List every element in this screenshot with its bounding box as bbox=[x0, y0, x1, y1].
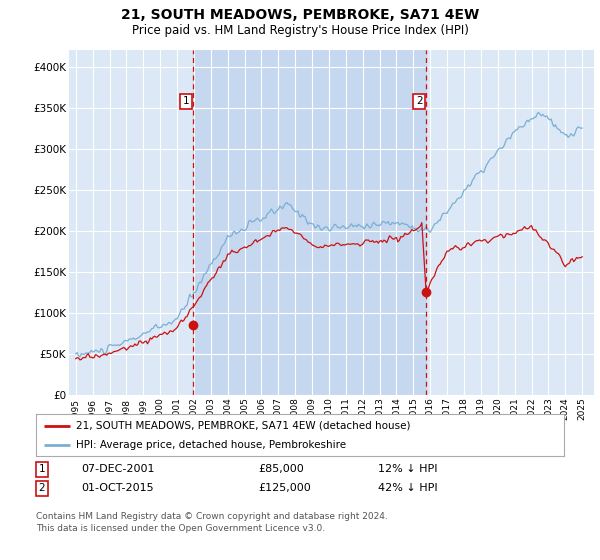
Text: Price paid vs. HM Land Registry's House Price Index (HPI): Price paid vs. HM Land Registry's House … bbox=[131, 24, 469, 36]
Text: Contains HM Land Registry data © Crown copyright and database right 2024.
This d: Contains HM Land Registry data © Crown c… bbox=[36, 512, 388, 533]
Text: 2: 2 bbox=[416, 96, 422, 106]
Text: 2: 2 bbox=[38, 483, 46, 493]
Text: 21, SOUTH MEADOWS, PEMBROKE, SA71 4EW (detached house): 21, SOUTH MEADOWS, PEMBROKE, SA71 4EW (d… bbox=[76, 421, 410, 431]
Text: £85,000: £85,000 bbox=[258, 464, 304, 474]
Text: 42% ↓ HPI: 42% ↓ HPI bbox=[378, 483, 437, 493]
Text: 12% ↓ HPI: 12% ↓ HPI bbox=[378, 464, 437, 474]
Text: 1: 1 bbox=[38, 464, 46, 474]
Text: £125,000: £125,000 bbox=[258, 483, 311, 493]
Text: HPI: Average price, detached house, Pembrokeshire: HPI: Average price, detached house, Pemb… bbox=[76, 440, 346, 450]
Text: 21, SOUTH MEADOWS, PEMBROKE, SA71 4EW: 21, SOUTH MEADOWS, PEMBROKE, SA71 4EW bbox=[121, 8, 479, 22]
Text: 01-OCT-2015: 01-OCT-2015 bbox=[81, 483, 154, 493]
Text: 1: 1 bbox=[182, 96, 189, 106]
Text: 07-DEC-2001: 07-DEC-2001 bbox=[81, 464, 155, 474]
Bar bbox=[193, 50, 426, 395]
